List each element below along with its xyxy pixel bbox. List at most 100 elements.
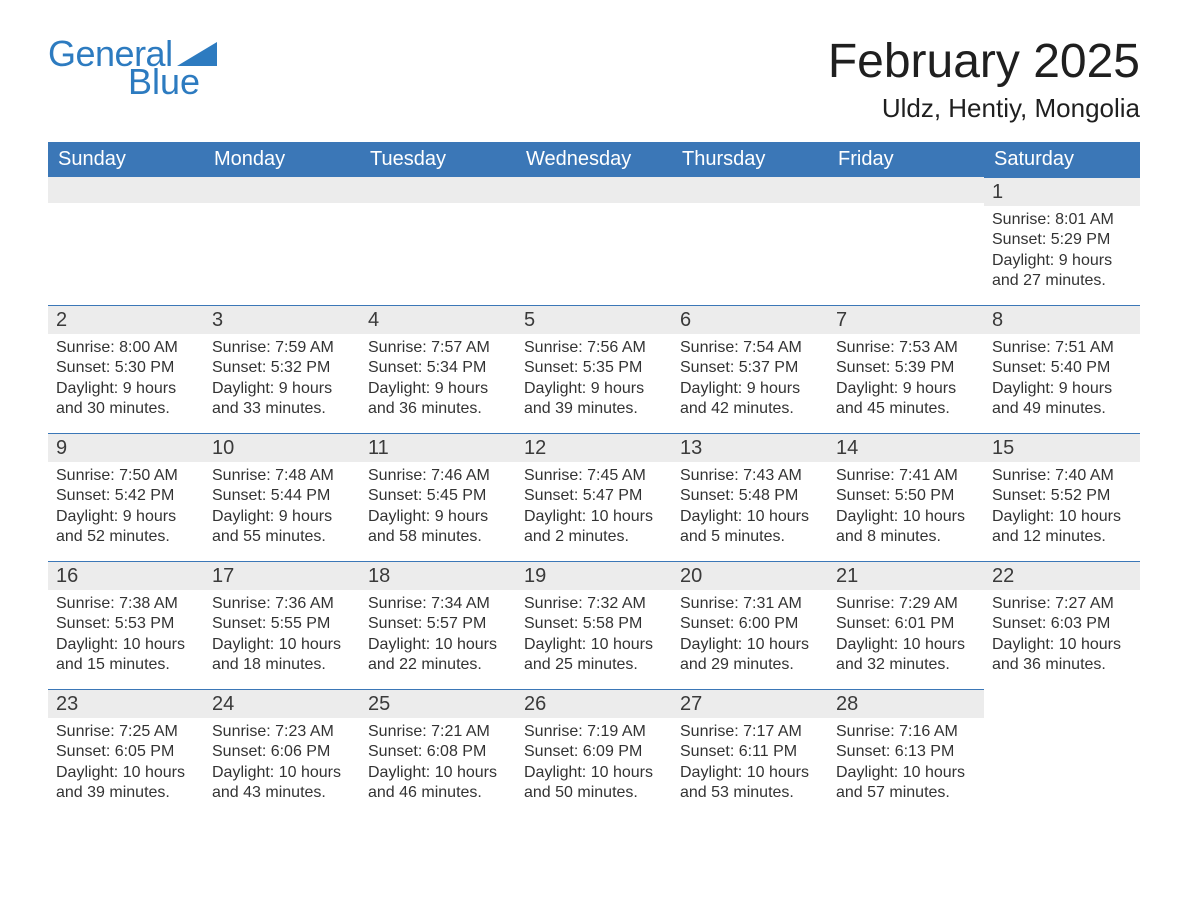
calendar-cell: 21Sunrise: 7:29 AMSunset: 6:01 PMDayligh… (828, 561, 984, 689)
day-info: Sunrise: 7:19 AMSunset: 6:09 PMDaylight:… (516, 718, 672, 812)
day-number: 16 (48, 561, 204, 590)
sunrise-line: Sunrise: 7:21 AM (368, 722, 508, 742)
day-number: 22 (984, 561, 1140, 590)
sunrise-label: Sunrise: (524, 339, 587, 356)
daylight-label: Daylight: (368, 380, 435, 397)
sunset-value: 5:55 PM (271, 615, 331, 632)
sunrise-value: 7:54 AM (743, 339, 802, 356)
sunrise-line: Sunrise: 7:59 AM (212, 338, 352, 358)
daylight-line: Daylight: 9 hours and 33 minutes. (212, 379, 352, 420)
calendar-cell: 2Sunrise: 8:00 AMSunset: 5:30 PMDaylight… (48, 305, 204, 433)
sunset-line: Sunset: 5:48 PM (680, 486, 820, 506)
sunrise-value: 7:34 AM (431, 595, 490, 612)
sunset-label: Sunset: (524, 615, 583, 632)
sunrise-label: Sunrise: (524, 467, 587, 484)
day-number: 27 (672, 689, 828, 718)
sunrise-label: Sunrise: (680, 339, 743, 356)
day-info: Sunrise: 7:40 AMSunset: 5:52 PMDaylight:… (984, 462, 1140, 556)
sunrise-value: 8:00 AM (119, 339, 178, 356)
sunset-value: 5:45 PM (427, 487, 487, 504)
day-info: Sunrise: 7:50 AMSunset: 5:42 PMDaylight:… (48, 462, 204, 556)
daylight-line: Daylight: 9 hours and 45 minutes. (836, 379, 976, 420)
weekday-header: Wednesday (516, 142, 672, 177)
sunset-label: Sunset: (524, 359, 583, 376)
sunset-line: Sunset: 5:47 PM (524, 486, 664, 506)
sunset-value: 5:29 PM (1051, 231, 1111, 248)
day-cell: 9Sunrise: 7:50 AMSunset: 5:42 PMDaylight… (48, 433, 204, 561)
sunrise-line: Sunrise: 7:54 AM (680, 338, 820, 358)
calendar-cell: 19Sunrise: 7:32 AMSunset: 5:58 PMDayligh… (516, 561, 672, 689)
day-cell: 6Sunrise: 7:54 AMSunset: 5:37 PMDaylight… (672, 305, 828, 433)
daylight-label: Daylight: (56, 508, 123, 525)
calendar-cell (984, 689, 1140, 817)
daylight-line: Daylight: 10 hours and 15 minutes. (56, 635, 196, 676)
sunset-line: Sunset: 5:55 PM (212, 614, 352, 634)
daylight-label: Daylight: (836, 380, 903, 397)
daylight-line: Daylight: 10 hours and 36 minutes. (992, 635, 1132, 676)
sunrise-value: 7:16 AM (899, 723, 958, 740)
daylight-line: Daylight: 10 hours and 2 minutes. (524, 507, 664, 548)
day-info: Sunrise: 7:46 AMSunset: 5:45 PMDaylight:… (360, 462, 516, 556)
sunrise-label: Sunrise: (212, 467, 275, 484)
sunset-value: 5:53 PM (115, 615, 175, 632)
calendar-cell: 9Sunrise: 7:50 AMSunset: 5:42 PMDaylight… (48, 433, 204, 561)
sunrise-value: 7:21 AM (431, 723, 490, 740)
daylight-label: Daylight: (836, 636, 903, 653)
day-info: Sunrise: 7:34 AMSunset: 5:57 PMDaylight:… (360, 590, 516, 684)
sunrise-label: Sunrise: (56, 595, 119, 612)
sunset-label: Sunset: (680, 615, 739, 632)
sunset-label: Sunset: (992, 359, 1051, 376)
day-info: Sunrise: 7:48 AMSunset: 5:44 PMDaylight:… (204, 462, 360, 556)
calendar-cell: 17Sunrise: 7:36 AMSunset: 5:55 PMDayligh… (204, 561, 360, 689)
sunset-line: Sunset: 5:53 PM (56, 614, 196, 634)
sunset-line: Sunset: 6:09 PM (524, 742, 664, 762)
sunset-line: Sunset: 6:11 PM (680, 742, 820, 762)
day-info: Sunrise: 7:59 AMSunset: 5:32 PMDaylight:… (204, 334, 360, 428)
sunset-value: 6:08 PM (427, 743, 487, 760)
sunset-value: 5:52 PM (1051, 487, 1111, 504)
calendar-cell (516, 177, 672, 305)
day-info: Sunrise: 7:57 AMSunset: 5:34 PMDaylight:… (360, 334, 516, 428)
sunrise-value: 7:41 AM (899, 467, 958, 484)
day-number: 13 (672, 433, 828, 462)
daylight-label: Daylight: (368, 508, 435, 525)
empty-day-stripe (204, 177, 360, 203)
sunset-label: Sunset: (524, 487, 583, 504)
weekday-header: Tuesday (360, 142, 516, 177)
daylight-line: Daylight: 10 hours and 5 minutes. (680, 507, 820, 548)
day-cell: 4Sunrise: 7:57 AMSunset: 5:34 PMDaylight… (360, 305, 516, 433)
calendar-cell: 14Sunrise: 7:41 AMSunset: 5:50 PMDayligh… (828, 433, 984, 561)
daylight-line: Daylight: 9 hours and 36 minutes. (368, 379, 508, 420)
sunset-line: Sunset: 5:50 PM (836, 486, 976, 506)
day-info: Sunrise: 7:23 AMSunset: 6:06 PMDaylight:… (204, 718, 360, 812)
calendar-cell: 4Sunrise: 7:57 AMSunset: 5:34 PMDaylight… (360, 305, 516, 433)
sunrise-label: Sunrise: (212, 723, 275, 740)
day-number: 24 (204, 689, 360, 718)
daylight-line: Daylight: 9 hours and 42 minutes. (680, 379, 820, 420)
day-info: Sunrise: 7:32 AMSunset: 5:58 PMDaylight:… (516, 590, 672, 684)
empty-day-stripe (516, 177, 672, 203)
sunrise-line: Sunrise: 7:48 AM (212, 466, 352, 486)
day-cell: 3Sunrise: 7:59 AMSunset: 5:32 PMDaylight… (204, 305, 360, 433)
sunrise-label: Sunrise: (836, 723, 899, 740)
day-number: 4 (360, 305, 516, 334)
sunrise-value: 7:38 AM (119, 595, 178, 612)
sunrise-label: Sunrise: (212, 339, 275, 356)
day-cell: 28Sunrise: 7:16 AMSunset: 6:13 PMDayligh… (828, 689, 984, 817)
sunrise-label: Sunrise: (680, 595, 743, 612)
daylight-label: Daylight: (524, 636, 591, 653)
daylight-line: Daylight: 9 hours and 39 minutes. (524, 379, 664, 420)
sunset-line: Sunset: 5:58 PM (524, 614, 664, 634)
day-number: 23 (48, 689, 204, 718)
sunset-label: Sunset: (368, 743, 427, 760)
sunrise-label: Sunrise: (56, 723, 119, 740)
sunrise-label: Sunrise: (680, 723, 743, 740)
sunset-line: Sunset: 5:52 PM (992, 486, 1132, 506)
sunrise-label: Sunrise: (992, 211, 1055, 228)
day-number: 17 (204, 561, 360, 590)
logo: General Blue (48, 36, 217, 100)
day-info: Sunrise: 7:54 AMSunset: 5:37 PMDaylight:… (672, 334, 828, 428)
sunset-label: Sunset: (680, 743, 739, 760)
sunset-label: Sunset: (56, 743, 115, 760)
sunset-line: Sunset: 5:29 PM (992, 230, 1132, 250)
